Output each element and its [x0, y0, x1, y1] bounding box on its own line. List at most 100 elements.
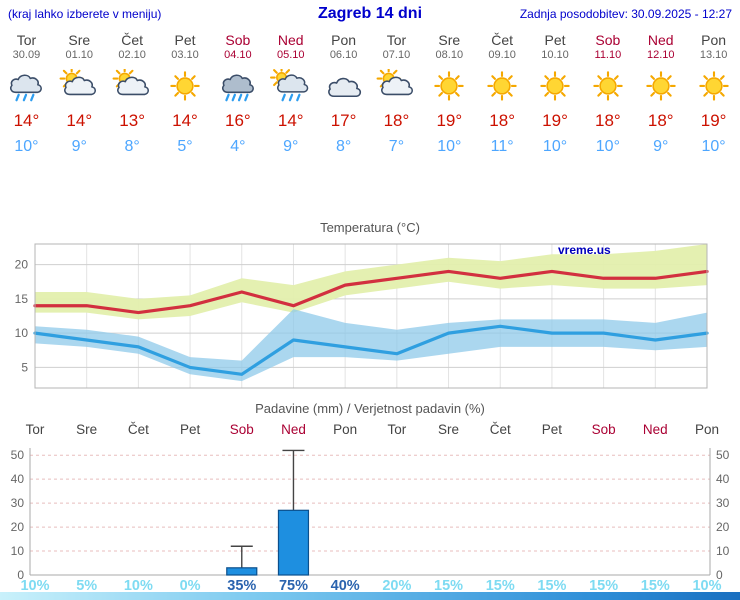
high-temp: 16° [225, 111, 251, 130]
sun-icon [476, 66, 529, 108]
low-temp: 10° [542, 138, 568, 155]
day-name: Pet [174, 32, 196, 48]
svg-text:40%: 40% [331, 578, 360, 594]
day-date: 30.09 [12, 49, 41, 61]
forecast-day-03.10[interactable]: Pet 03.10 14° 5° [159, 30, 212, 156]
sun-cloud-icon [53, 66, 106, 108]
day-name: Pet [544, 32, 566, 48]
temp-chart-title: Temperatura (°C) [320, 220, 420, 235]
watermark-link[interactable]: vreme.us [558, 243, 611, 257]
day-name: Sob [595, 32, 621, 48]
forecast-day-05.10[interactable]: Ned 05.10 14° 9° [264, 30, 317, 156]
forecast-day-04.10[interactable]: Sob 04.10 16° 4° [211, 30, 264, 156]
svg-text:5: 5 [21, 360, 28, 374]
low-temp: 10° [437, 138, 462, 155]
svg-text:Pet: Pet [180, 422, 201, 437]
day-date: 09.10 [488, 49, 516, 61]
high-temp: 18° [489, 111, 516, 130]
location-hint: (kraj lahko izberete v meniju) [8, 7, 162, 21]
forecast-row: Tor 30.09 14° 10° Sre 01.10 14° 9° Čet 02.10 13° 8°… [0, 30, 740, 156]
cloud-icon [317, 66, 370, 108]
day-date: 02.10 [118, 49, 146, 61]
day-date: 04.10 [224, 49, 252, 61]
high-temp: 13° [119, 111, 145, 130]
day-name: Pon [331, 32, 357, 48]
rain-icon [0, 66, 53, 108]
precipitation-chart: Tor Sre Čet Pet Sob Ned Pon Tor Sre Čet Pet Sob Ned P… [11, 422, 730, 594]
forecast-day-02.10[interactable]: Čet 02.10 13° 8° [106, 30, 159, 156]
sun-icon [529, 66, 582, 108]
day-name: Ned [277, 32, 304, 48]
forecast-day-01.10[interactable]: Sre 01.10 14° 9° [53, 30, 106, 156]
svg-text:35%: 35% [227, 578, 256, 594]
forecast-day-10.10[interactable]: Pet 10.10 19° 10° [529, 30, 582, 156]
day-name: Ned [647, 32, 674, 48]
svg-text:0: 0 [716, 568, 723, 582]
high-temp: 19° [436, 111, 463, 130]
forecast-day-13.10[interactable]: Pon 13.10 19° 10° [687, 30, 740, 156]
svg-text:15%: 15% [589, 578, 618, 594]
header: (kraj lahko izberete v meniju) Zagreb 14… [0, 0, 740, 28]
low-temp: 8° [124, 138, 140, 155]
svg-text:0%: 0% [180, 578, 201, 594]
svg-text:20: 20 [716, 520, 730, 534]
low-temp: 8° [335, 138, 352, 155]
day-name: Čet [121, 32, 144, 48]
sun-icon [159, 66, 212, 108]
svg-text:Sre: Sre [438, 422, 459, 437]
high-temp: 19° [542, 111, 568, 130]
high-temp: 14° [172, 111, 198, 130]
svg-text:15%: 15% [537, 578, 566, 594]
svg-text:15%: 15% [641, 578, 670, 594]
forecast-day-30.09[interactable]: Tor 30.09 14° 10° [0, 30, 53, 156]
day-name: Čet [491, 32, 514, 48]
low-temp: 7° [388, 138, 405, 155]
svg-text:30: 30 [716, 496, 730, 510]
page-title: Zagreb 14 dni [317, 5, 423, 22]
temperature-chart: 5 10 15 20 [15, 243, 709, 389]
svg-text:Ned: Ned [643, 422, 668, 437]
svg-text:Ned: Ned [281, 422, 306, 437]
svg-text:10%: 10% [124, 578, 153, 594]
rain-heavy-icon [211, 66, 264, 108]
svg-text:20: 20 [15, 258, 29, 272]
forecast-day-11.10[interactable]: Sob 11.10 18° 10° [581, 30, 634, 156]
svg-text:20%: 20% [382, 578, 411, 594]
day-date: 12.10 [646, 49, 675, 61]
sun-rain-icon [264, 66, 317, 108]
sun-cloud-icon [106, 66, 159, 108]
svg-text:Sob: Sob [230, 422, 254, 437]
forecast-day-09.10[interactable]: Čet 09.10 18° 11° [476, 30, 529, 156]
low-temp: 11° [490, 138, 514, 155]
svg-text:Čet: Čet [128, 422, 149, 437]
sun-icon [423, 66, 476, 108]
svg-text:15: 15 [15, 292, 29, 306]
high-temp: 18° [595, 111, 621, 130]
day-date: 07.10 [382, 49, 411, 61]
svg-text:50: 50 [716, 448, 730, 462]
low-temp: 9° [283, 138, 299, 155]
svg-text:Tor: Tor [387, 422, 406, 437]
svg-text:40: 40 [11, 472, 25, 486]
high-temp: 18° [383, 111, 410, 130]
high-temp: 14° [66, 111, 93, 130]
low-temp: 9° [71, 138, 87, 155]
day-date: 05.10 [276, 49, 305, 61]
day-date: 06.10 [329, 49, 358, 61]
forecast-day-06.10[interactable]: Pon 06.10 17° 8° [317, 30, 370, 156]
svg-text:Pon: Pon [333, 422, 357, 437]
forecast-day-12.10[interactable]: Ned 12.10 18° 9° [634, 30, 687, 156]
day-date: 03.10 [171, 49, 199, 61]
svg-text:5%: 5% [76, 578, 97, 594]
svg-text:30: 30 [11, 496, 25, 510]
forecast-day-08.10[interactable]: Sre 08.10 19° 10° [423, 30, 476, 156]
forecast-day-07.10[interactable]: Tor 07.10 18° 7° [370, 30, 423, 156]
svg-text:Sob: Sob [592, 422, 616, 437]
high-temp: 18° [647, 111, 674, 130]
svg-text:Sre: Sre [76, 422, 97, 437]
svg-text:0: 0 [17, 568, 24, 582]
svg-text:Pet: Pet [542, 422, 563, 437]
day-date: 01.10 [65, 49, 94, 61]
day-name: Tor [386, 32, 407, 48]
